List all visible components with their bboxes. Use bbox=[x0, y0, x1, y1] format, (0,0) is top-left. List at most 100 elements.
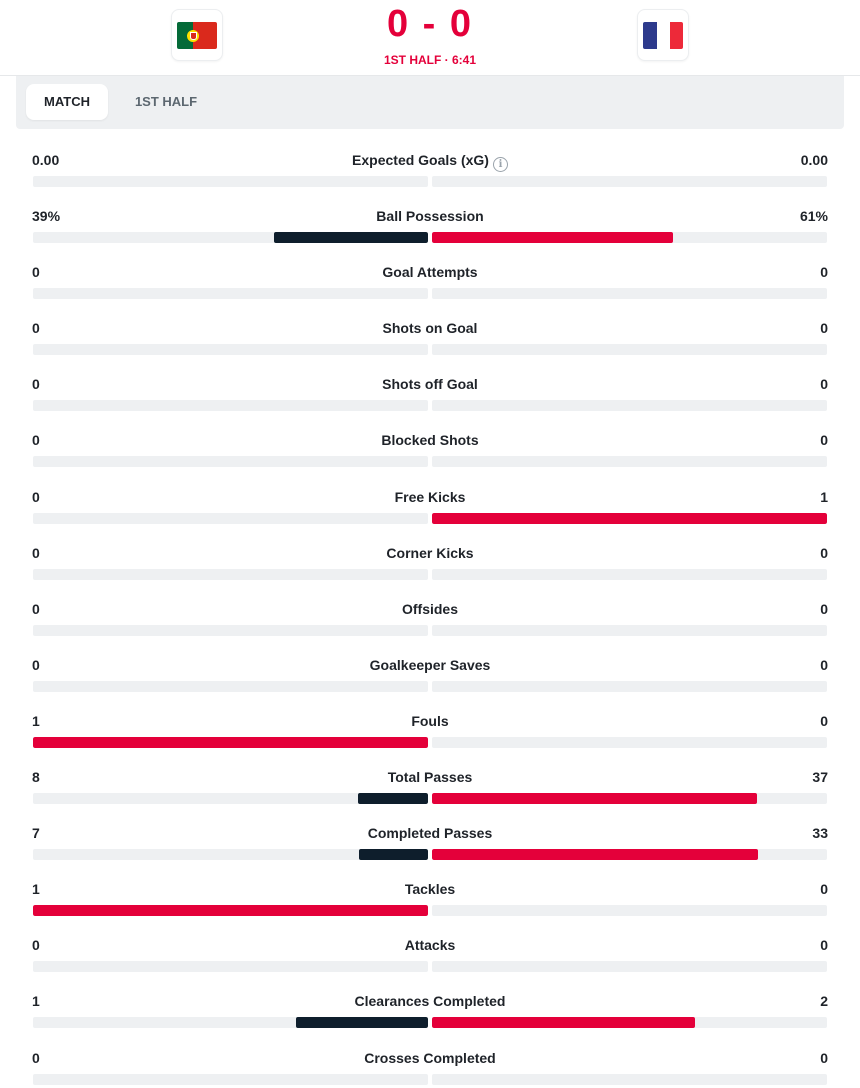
away-value: 0 bbox=[820, 1049, 828, 1066]
stat-label-text: Shots on Goal bbox=[382, 320, 478, 337]
stat-row-total-passes: 8 Total Passes 37 bbox=[0, 749, 860, 805]
stat-label: Clearances Completed bbox=[230, 992, 630, 1010]
away-bar-track bbox=[432, 624, 827, 636]
stat-label: Free Kicks bbox=[230, 488, 630, 506]
stat-label: Tackles bbox=[230, 880, 630, 898]
stat-row-corner-kicks: 0 Corner Kicks 0 bbox=[0, 525, 860, 581]
stat-label-text: Goal Attempts bbox=[382, 264, 478, 281]
home-bar-track bbox=[33, 568, 428, 580]
stat-label: Goalkeeper Saves bbox=[230, 656, 630, 674]
stat-label: Attacks bbox=[230, 936, 630, 954]
match-header: 0 - 0 1ST HALF · 6:41 bbox=[0, 0, 860, 76]
away-bar-track bbox=[432, 568, 827, 580]
away-bar-track bbox=[432, 680, 827, 692]
france-flag-icon bbox=[643, 21, 683, 49]
match-score: 0 - 0 bbox=[386, 3, 474, 45]
stat-label: Completed Passes bbox=[230, 824, 630, 842]
away-bar-track bbox=[432, 344, 827, 356]
home-team-flag[interactable] bbox=[171, 9, 223, 61]
stat-label-text: Blocked Shots bbox=[381, 432, 479, 449]
away-value: 0 bbox=[820, 712, 828, 729]
stat-row-expected-goals-xg: 0.00 Expected Goals (xG) i 0.00 bbox=[0, 132, 860, 188]
stat-label-text: Fouls bbox=[411, 712, 449, 729]
stat-row-ball-possession: 39% Ball Possession 61% bbox=[0, 188, 860, 244]
stat-row-crosses-completed: 0 Crosses Completed 0 bbox=[0, 1030, 860, 1086]
home-bar-fill bbox=[357, 793, 428, 805]
home-value: 0.00 bbox=[32, 152, 60, 168]
home-value: 0 bbox=[32, 544, 40, 561]
away-value: 0 bbox=[820, 432, 828, 449]
stat-label: Shots on Goal bbox=[230, 319, 630, 337]
away-value: 61% bbox=[799, 208, 828, 225]
home-bar-track bbox=[33, 288, 428, 300]
home-bar-track bbox=[33, 793, 428, 805]
home-bar-track bbox=[33, 1017, 428, 1029]
stat-label: Goal Attempts bbox=[230, 263, 630, 281]
stat-label-text: Expected Goals (xG) bbox=[352, 152, 489, 168]
away-bar-fill bbox=[432, 232, 673, 244]
away-value: 0.00 bbox=[800, 152, 828, 168]
tab-match[interactable]: MATCH bbox=[26, 84, 108, 120]
home-bar-track bbox=[33, 456, 428, 468]
home-value: 0 bbox=[32, 432, 40, 449]
match-period-clock: 1ST HALF · 6:41 bbox=[383, 53, 476, 67]
home-bar-track bbox=[33, 344, 428, 356]
away-bar-track bbox=[432, 1017, 827, 1029]
away-bar-track bbox=[432, 288, 827, 300]
away-bar-fill bbox=[432, 793, 757, 805]
stat-label-text: Tackles bbox=[404, 881, 456, 898]
stat-row-fouls: 1 Fouls 0 bbox=[0, 693, 860, 749]
away-value: 0 bbox=[820, 264, 828, 281]
away-bar-track bbox=[432, 456, 827, 468]
away-value: 0 bbox=[820, 544, 828, 561]
stat-label: Offsides bbox=[230, 600, 630, 618]
home-bar-track bbox=[33, 624, 428, 636]
stat-label: Fouls bbox=[230, 712, 630, 730]
away-bar-fill bbox=[432, 512, 827, 524]
home-bar-track bbox=[33, 680, 428, 692]
home-value: 7 bbox=[32, 825, 40, 842]
away-team-flag[interactable] bbox=[637, 9, 689, 61]
away-value: 0 bbox=[820, 376, 828, 393]
stat-label-text: Goalkeeper Saves bbox=[369, 656, 491, 673]
portugal-flag-icon bbox=[177, 21, 217, 49]
stat-label-text: Crosses Completed bbox=[364, 1049, 496, 1066]
home-bar-track bbox=[33, 1073, 428, 1085]
home-bar-track bbox=[33, 736, 428, 748]
home-bar-track bbox=[33, 176, 428, 187]
away-bar-track bbox=[432, 512, 827, 524]
home-bar-track bbox=[33, 400, 428, 412]
stat-label: Shots off Goal bbox=[230, 375, 630, 393]
home-value: 0 bbox=[32, 264, 40, 281]
stat-label-text: Free Kicks bbox=[394, 488, 466, 505]
info-icon[interactable]: i bbox=[492, 157, 508, 172]
tab-1st-half[interactable]: 1ST HALF bbox=[134, 94, 198, 109]
away-bar-track bbox=[432, 905, 827, 917]
away-value: 0 bbox=[820, 656, 828, 673]
stat-label-text: Attacks bbox=[404, 937, 456, 954]
away-value: 0 bbox=[820, 320, 828, 337]
home-bar-track bbox=[33, 905, 428, 917]
away-bar-track bbox=[432, 793, 827, 805]
home-value: 0 bbox=[32, 320, 40, 337]
away-value: 37 bbox=[812, 769, 828, 786]
stat-row-goal-attempts: 0 Goal Attempts 0 bbox=[0, 244, 860, 300]
stat-label: Total Passes bbox=[230, 768, 630, 786]
stat-row-offsides: 0 Offsides 0 bbox=[0, 581, 860, 637]
away-bar-track bbox=[432, 1073, 827, 1085]
stat-label-text: Ball Possession bbox=[376, 208, 484, 225]
home-bar-fill bbox=[273, 232, 428, 244]
stat-row-shots-off-goal: 0 Shots off Goal 0 bbox=[0, 356, 860, 412]
stat-label-text: Corner Kicks bbox=[386, 544, 474, 561]
stat-label: Ball Possession bbox=[230, 207, 630, 225]
home-value: 39% bbox=[32, 208, 61, 225]
away-bar-track bbox=[432, 400, 827, 412]
stat-row-completed-passes: 7 Completed Passes 33 bbox=[0, 805, 860, 861]
away-bar-track bbox=[432, 736, 827, 748]
away-bar-track bbox=[432, 176, 827, 187]
home-value: 0 bbox=[32, 600, 40, 617]
away-bar-track bbox=[432, 232, 827, 244]
stat-row-shots-on-goal: 0 Shots on Goal 0 bbox=[0, 300, 860, 356]
away-value: 0 bbox=[820, 881, 828, 898]
stat-label: Blocked Shots bbox=[230, 431, 630, 449]
